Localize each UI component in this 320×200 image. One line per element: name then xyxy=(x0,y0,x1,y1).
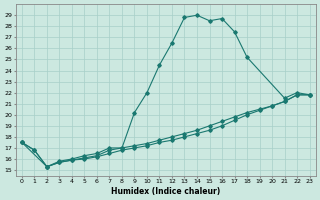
X-axis label: Humidex (Indice chaleur): Humidex (Indice chaleur) xyxy=(111,187,220,196)
